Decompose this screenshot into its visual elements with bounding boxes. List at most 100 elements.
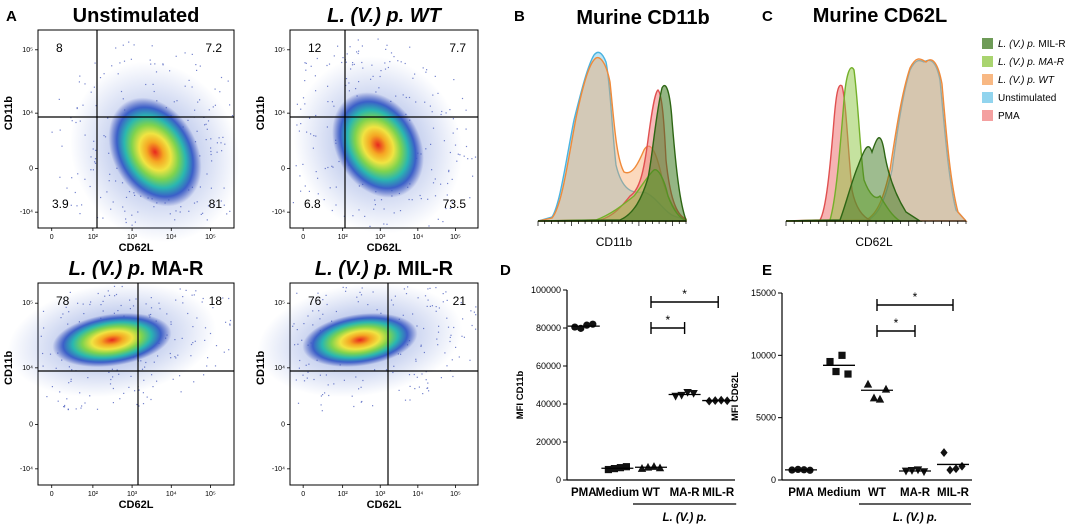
flow-y-label: CD11b [3,350,15,385]
data-point [869,393,879,402]
flow-plot-title-main: Unstimulated [73,5,200,27]
legend-label: PMA [998,111,1020,122]
quadrant-value-ul: 8 [56,41,63,55]
significance-label: * [913,290,918,304]
dot-plot-cd62l: 0 5000 10000 15000 MFI CD62L PMA Medium WT MA-R M… [730,288,972,524]
data-point [844,370,852,378]
dot-y-tick-label: 100000 [531,285,561,295]
flow-density-blob [332,92,424,198]
significance-bracket: * [650,313,686,334]
data-point [649,462,659,470]
x-tick-label: 10⁵ [205,491,216,498]
histogram-cd62l: Murine CD62L CD62L [785,5,968,249]
histogram-legend: L. (V.) p. MIL-R L. (V.) p. MA-R L. (V.) p… [982,38,1066,122]
y-tick-label: 10⁵ [22,47,33,54]
dot-series-mil-r [937,448,969,475]
dot-category-label: MA-R [900,487,931,499]
data-point [832,367,840,376]
flow-x-label: CD62L [367,242,402,254]
flow-plot-title: Unstimulated [73,5,200,27]
panel-letter-d: D [500,262,511,279]
flow-cytometry-plots: Unstimulated 8 7.2 3.9 81 0 10² 10³ 10⁴ 10⁵ -10⁴ 0 1… [3,5,479,511]
x-tick-label: 10² [88,234,99,241]
x-tick-label: 0 [50,491,54,498]
data-point [677,391,686,400]
y-tick-label: 0 [29,421,33,428]
legend-label: L. (V.) p. MA-R [998,57,1064,68]
x-tick-label: 10³ [375,491,386,498]
histogram-c-title: Murine CD62L [813,5,947,27]
data-point [838,351,846,359]
legend-label: Unstimulated [998,93,1056,104]
dot-series-mil-r [702,395,735,406]
dot-y-tick-label: 20000 [536,437,561,447]
dot-series-pma [785,465,817,474]
histogram-c-ticks [785,221,967,226]
dot-series-medium [601,463,634,474]
dot-y-tick-label: 5000 [756,413,776,423]
dot-category-label: PMA [788,487,814,499]
data-point [571,323,579,331]
legend-item: PMA [982,110,1020,122]
flow-plot-4: L. (V.) p. MIL-R 76 21 0 10² 10³ 10⁴ 10⁵ -10⁴ 0 10… [255,258,479,511]
flow-plot-2: L. (V.) p. WT 12 7.7 6.8 73.5 0 10² 10³ 10⁴ 10⁵ -1… [255,5,479,254]
y-tick-label: -10⁴ [272,466,285,473]
y-tick-label: 10⁵ [274,47,285,54]
significance-label: * [682,287,687,301]
flow-density-blob [302,313,418,367]
flow-plot-title: L. (V.) p. WT [327,5,442,27]
flow-density-blob [108,97,202,207]
dot-series-medium [823,351,855,378]
dot-category-label: MIL-R [937,487,970,499]
x-tick-label: 10³ [127,491,138,498]
legend-swatch [982,38,993,49]
dot-category-label: Medium [817,487,860,499]
dot-category-label: MIL-R [702,487,735,499]
dot-y-tick-label: 80000 [536,323,561,333]
flow-plot-title-main: L. (V.) p. WT [327,5,442,27]
histogram-b-ticks [537,221,687,226]
flow-plot-title: L. (V.) p. MIL-R [315,258,454,280]
flow-x-label: CD62L [119,499,154,511]
flow-plot-3: L. (V.) p. MA-R 78 18 0 10² 10³ 10⁴ 10⁵ -10⁴ 0 10⁴… [3,258,235,511]
y-tick-label: -10⁴ [20,209,33,216]
data-point [683,389,692,397]
y-tick-label: 0 [29,166,33,173]
quadrant-value-lr: 81 [209,197,223,211]
hist-c-unstimulated [785,59,968,222]
histogram-b-x-label: CD11b [596,235,633,249]
panel-letter-b: B [514,8,525,25]
data-point [604,465,612,474]
hist-c-milr [785,137,923,222]
data-point [622,463,630,471]
y-tick-label: 10⁵ [22,300,33,307]
significance-label: * [894,316,899,330]
x-tick-label: 10⁵ [450,491,461,498]
x-tick-label: 10⁴ [412,234,423,241]
x-tick-label: 10⁴ [166,491,177,498]
data-point [875,394,885,403]
dot-category-label: WT [642,487,660,499]
dot-series-ma-r [668,389,701,401]
dot-y-tick-label: 0 [771,475,776,485]
flow-plot-1: Unstimulated 8 7.2 3.9 81 0 10² 10³ 10⁴ 10⁵ -10⁴ 0 1… [3,5,240,254]
y-tick-label: 0 [281,166,285,173]
x-tick-label: 0 [50,234,54,241]
legend-label: L. (V.) p. MIL-R [998,39,1066,50]
quadrant-value-ur: 7.2 [205,41,222,55]
legend-swatch [982,56,993,67]
data-point [863,379,873,388]
data-point [940,448,948,457]
panel-letter-a: A [6,8,17,25]
dot-series-wt [861,379,893,403]
dot-series-pma [567,320,600,332]
y-tick-label: 10⁴ [274,110,285,117]
flow-x-label: CD62L [119,242,154,254]
quadrant-value-ur: 18 [209,294,223,308]
group-label: L. (V.) p. [662,512,706,524]
hist-c-wt [785,58,968,222]
x-tick-label: 0 [301,234,305,241]
flow-plot-title: L. (V.) p. MA-R [69,258,204,280]
